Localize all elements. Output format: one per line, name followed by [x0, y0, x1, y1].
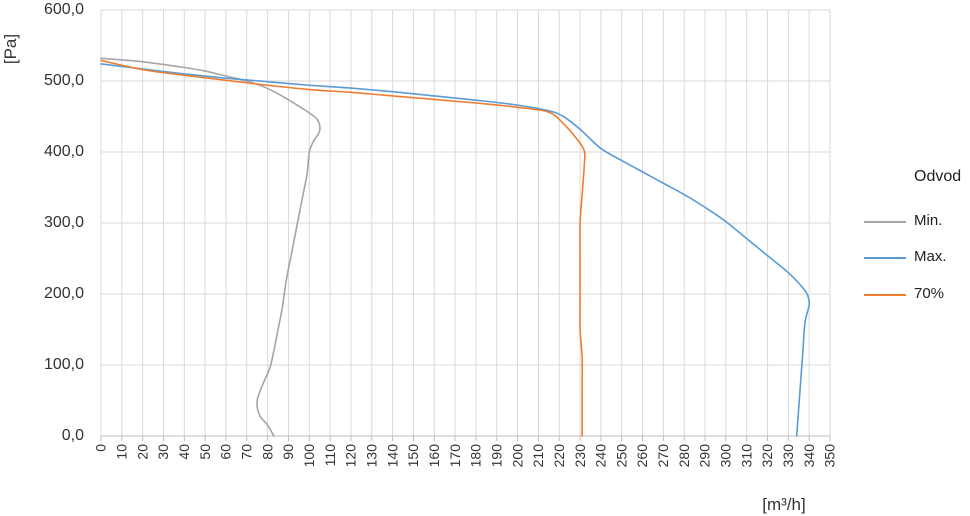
x-tick-label: 0	[93, 444, 109, 452]
legend-swatch-max	[864, 257, 906, 259]
axes: 0 10 20 30 40 50 60 70 80 90 100 110 120 130 140 150 160…	[44, 1, 838, 467]
x-tick-label: 240	[593, 444, 609, 468]
x-tick-label: 220	[551, 444, 567, 468]
x-tick-label: 170	[447, 444, 463, 468]
y-tick-label: 0,0	[62, 427, 84, 444]
x-axis-label: [m³/h]	[762, 495, 805, 514]
x-tick-label: 120	[343, 444, 359, 468]
y-axis-label: [Pa]	[1, 34, 20, 64]
x-tick-label: 300	[718, 444, 734, 468]
x-tick-label: 40	[176, 444, 192, 460]
x-tick-label: 250	[613, 444, 629, 468]
x-tick-label: 50	[197, 444, 213, 460]
x-tick-label: 90	[280, 444, 296, 460]
legend-swatch-70pct	[864, 294, 906, 296]
legend-item-70pct: 70%	[864, 285, 970, 305]
x-tick-label: 280	[676, 444, 692, 468]
x-tick-label: 100	[301, 444, 317, 468]
legend-label-70pct: 70%	[914, 285, 945, 302]
x-tick-label: 20	[134, 444, 150, 460]
legend-label-max: Max.	[914, 248, 947, 265]
y-tick-label: 500,0	[44, 72, 84, 89]
x-tick-label: 10	[114, 444, 130, 460]
grid	[100, 9, 831, 437]
legend-title: Odvod	[914, 168, 962, 185]
x-tick-label: 290	[697, 444, 713, 468]
legend-item-max: Max.	[864, 248, 970, 268]
x-tick-label: 150	[405, 444, 421, 468]
y-tick-label: 200,0	[44, 285, 84, 302]
legend-item-min: Min.	[864, 212, 970, 232]
series-line-70pct	[100, 59, 586, 437]
x-tick-label: 70	[239, 444, 255, 460]
x-tick-label: 160	[426, 444, 442, 468]
x-tick-label: 110	[322, 444, 338, 467]
x-tick-label: 350	[822, 444, 838, 468]
x-tick-label: 260	[634, 444, 650, 468]
series-lines	[100, 57, 811, 437]
x-tick-label: 340	[801, 444, 817, 468]
x-tick-label: 130	[363, 444, 379, 468]
legend-label-min: Min.	[914, 212, 943, 229]
y-tick-label: 100,0	[44, 356, 84, 373]
x-tick-label: 60	[218, 444, 234, 460]
x-tick-label: 80	[259, 444, 275, 460]
x-tick-label: 200	[509, 444, 525, 468]
legend-swatch-min	[864, 221, 906, 223]
y-tick-label: 300,0	[44, 214, 84, 231]
y-tick-label: 400,0	[44, 143, 84, 160]
x-tick-label: 190	[488, 444, 504, 468]
x-tick-label: 270	[655, 444, 671, 468]
x-tick-label: 180	[468, 444, 484, 468]
series-line-max	[100, 63, 811, 437]
x-tick-label: 320	[759, 444, 775, 468]
y-tick-label: 600,0	[44, 1, 84, 18]
x-tick-label: 230	[572, 444, 588, 468]
x-tick-label: 140	[384, 444, 400, 468]
x-tick-label: 310	[738, 444, 754, 468]
x-tick-label: 330	[780, 444, 796, 468]
series-line-min	[100, 57, 321, 437]
x-tick-label: 210	[530, 444, 546, 468]
x-tick-label: 30	[155, 444, 171, 460]
